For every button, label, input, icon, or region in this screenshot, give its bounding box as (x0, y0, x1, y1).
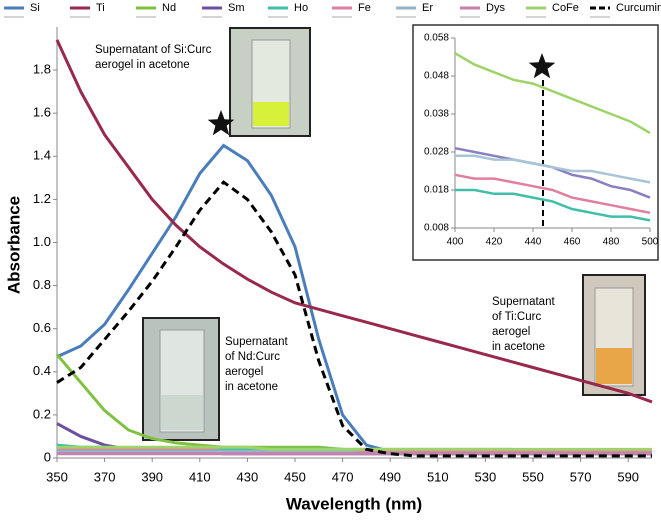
x-tick-label: 450 (284, 469, 306, 484)
series-line (455, 154, 651, 184)
y-tick-label: 0.058 (424, 33, 449, 44)
legend-label: Ti (96, 2, 105, 14)
x-tick-label: 420 (486, 237, 503, 248)
y-tick-label: 0.038 (424, 109, 449, 120)
x-tick-label: 400 (447, 237, 464, 248)
annotation: Supernatant (225, 336, 288, 348)
x-tick-label: 440 (525, 237, 542, 248)
series-line (57, 445, 652, 451)
legend-label: Ho (294, 2, 308, 14)
y-tick-label: 1.8 (33, 62, 51, 77)
annotation: in acetone (225, 381, 278, 393)
annotation: aerogel (492, 326, 530, 338)
y-tick-label: 0.048 (424, 71, 449, 82)
x-tick-label: 410 (189, 469, 211, 484)
series-line (454, 173, 651, 215)
legend-label: CoFe (552, 2, 579, 14)
x-tick-label: 430 (237, 469, 259, 484)
x-tick-label: 530 (475, 469, 497, 484)
legend-label: Fe (358, 2, 371, 14)
series-line (455, 188, 651, 222)
series-line (56, 180, 652, 458)
legend-label: Dys (486, 2, 505, 14)
x-tick-label: 500 (642, 237, 659, 248)
ti-photo (582, 274, 646, 396)
y-tick-label: 1.6 (33, 105, 51, 120)
si-photo (229, 27, 311, 137)
annotation: Supernatant of Si:Curc (95, 44, 212, 56)
y-tick-label: 0.6 (33, 320, 51, 335)
x-tick-label: 390 (141, 469, 163, 484)
inset-star (528, 53, 556, 79)
x-tick-label: 370 (94, 469, 116, 484)
series-line (454, 52, 651, 135)
x-tick-label: 590 (617, 469, 639, 484)
y-tick-label: 0.8 (33, 277, 51, 292)
y-tick-label: 1.2 (33, 191, 51, 206)
x-tick-label: 490 (379, 469, 401, 484)
y-tick-label: 0.4 (33, 363, 51, 378)
y-tick-label: 1.4 (33, 148, 51, 163)
x-tick-label: 470 (332, 469, 354, 484)
x-axis-title: Wavelength (nm) (286, 494, 422, 513)
nd-photo (142, 317, 220, 441)
x-tick-label: 510 (427, 469, 449, 484)
y-tick-label: 1.0 (33, 234, 51, 249)
y-tick-label: 0 (44, 449, 51, 464)
y-tick-label: 0.2 (33, 406, 51, 421)
annotation: in acetone (492, 341, 545, 353)
legend-label: Nd (162, 2, 176, 14)
star (207, 110, 235, 136)
inset-frame (412, 24, 659, 261)
annotation: of Nd:Curc (225, 351, 280, 363)
x-tick-label: 460 (564, 237, 581, 248)
x-tick-label: 570 (570, 469, 592, 484)
x-tick-label: 480 (603, 237, 620, 248)
y-axis-title: Absorbance (4, 196, 23, 294)
legend-label: Sm (228, 2, 245, 14)
legend-label: Er (422, 2, 433, 14)
annotation: aerogel in acetone (95, 59, 190, 71)
x-tick-label: 550 (522, 469, 544, 484)
annotation: Supernatant (492, 296, 555, 308)
x-tick-label: 350 (46, 469, 68, 484)
legend-label: Si (30, 2, 40, 14)
legend-label: Curcumin (616, 2, 661, 14)
annotation: aerogel (225, 366, 263, 378)
y-tick-label: 0.008 (424, 223, 449, 234)
series-line (55, 39, 653, 404)
y-tick-label: 0.018 (424, 185, 449, 196)
y-tick-label: 0.028 (424, 147, 449, 158)
annotation: of Ti:Curc (492, 311, 541, 323)
